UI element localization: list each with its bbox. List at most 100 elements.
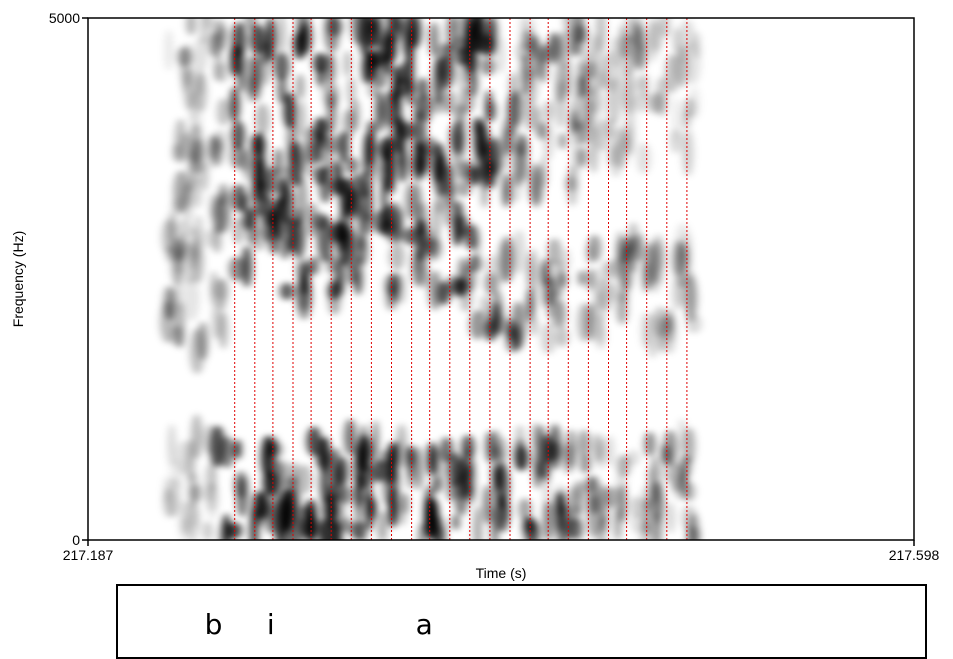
energy-blob [202,521,213,540]
energy-blob [619,132,630,153]
energy-blob [548,290,562,328]
energy-blob [277,75,287,104]
energy-blob [518,498,532,521]
energy-blob [269,435,278,455]
energy-blob [457,215,470,237]
energy-blob [288,141,304,187]
energy-blob [243,149,251,180]
energy-blob [570,35,578,57]
energy-blob [339,177,354,218]
energy-blob [445,274,457,298]
energy-blob [430,476,442,494]
energy-blob [472,236,481,262]
energy-blob [298,100,306,138]
energy-blob [170,243,184,286]
energy-blob [653,306,668,338]
x-axis-title: Time (s) [476,565,527,581]
energy-blob [355,474,362,509]
energy-blob [295,176,308,224]
energy-blob [279,183,294,225]
energy-blob [470,165,479,186]
energy-blob [383,91,396,129]
energy-blob [667,501,674,534]
energy-blob [578,270,586,287]
energy-blob [231,184,247,212]
energy-blob [279,282,294,300]
energy-blob [649,238,661,284]
energy-blob [520,53,532,96]
energy-blob [280,460,291,491]
energy-blob [177,219,192,238]
energy-blob [389,243,405,271]
energy-blob [358,170,373,198]
energy-blob [179,518,191,540]
energy-blob [319,165,332,204]
energy-blob [615,230,626,274]
energy-blob [557,31,571,69]
energy-blob [660,447,674,483]
energy-blob [212,194,224,234]
energy-blob [533,451,542,489]
energy-blob [418,522,426,540]
energy-blob [428,270,442,311]
energy-blob [571,480,586,515]
energy-blob [615,473,627,494]
energy-blob [636,75,645,93]
energy-blob [521,30,537,52]
energy-blob [244,18,258,31]
x-tick-label-right: 217.598 [889,547,940,563]
energy-blob [454,103,466,128]
energy-blob [626,449,640,466]
energy-blob [593,267,603,312]
energy-blob [386,18,401,31]
energy-blob [333,160,341,180]
energy-blob [186,18,196,36]
energy-blob [489,429,501,460]
energy-blob [339,485,353,505]
energy-blob [675,43,688,64]
energy-blob [666,313,674,334]
energy-blob [618,34,632,58]
energy-blob [327,18,343,37]
energy-blob [344,418,357,456]
energy-blob [577,518,584,540]
y-tick-label-bottom: 0 [72,532,80,548]
energy-blob [229,86,240,124]
energy-blob [587,269,594,290]
energy-blob [344,50,351,78]
energy-blob [412,153,427,181]
energy-blob [405,77,416,106]
y-tick-label-top: 5000 [49,10,80,26]
tier-interval-label: a [415,608,433,641]
energy-blob [372,142,389,183]
energy-blob [317,215,334,263]
energy-blob [682,128,694,177]
tier-interval-label: i [266,608,275,641]
energy-blob [189,328,205,375]
energy-blob [273,498,287,540]
energy-blob [604,435,615,467]
energy-blob [394,116,407,154]
energy-blob [491,500,499,540]
energy-blob [634,92,650,113]
energy-blob [349,98,360,132]
energy-blob [485,254,501,293]
energy-blob [652,512,662,540]
energy-blob [592,433,604,463]
energy-blob [540,454,551,484]
energy-blob [319,518,328,540]
energy-blob [306,426,322,457]
energy-blob [167,423,176,467]
energy-blob [452,514,460,531]
energy-blob [379,219,395,237]
energy-blob [162,285,176,320]
energy-blob [315,451,329,469]
energy-blob [604,50,621,93]
energy-blob [172,325,183,347]
energy-blob [548,423,562,470]
energy-blob [635,233,645,263]
energy-blob [216,98,230,126]
energy-blob [555,63,566,103]
energy-blob [413,97,425,120]
